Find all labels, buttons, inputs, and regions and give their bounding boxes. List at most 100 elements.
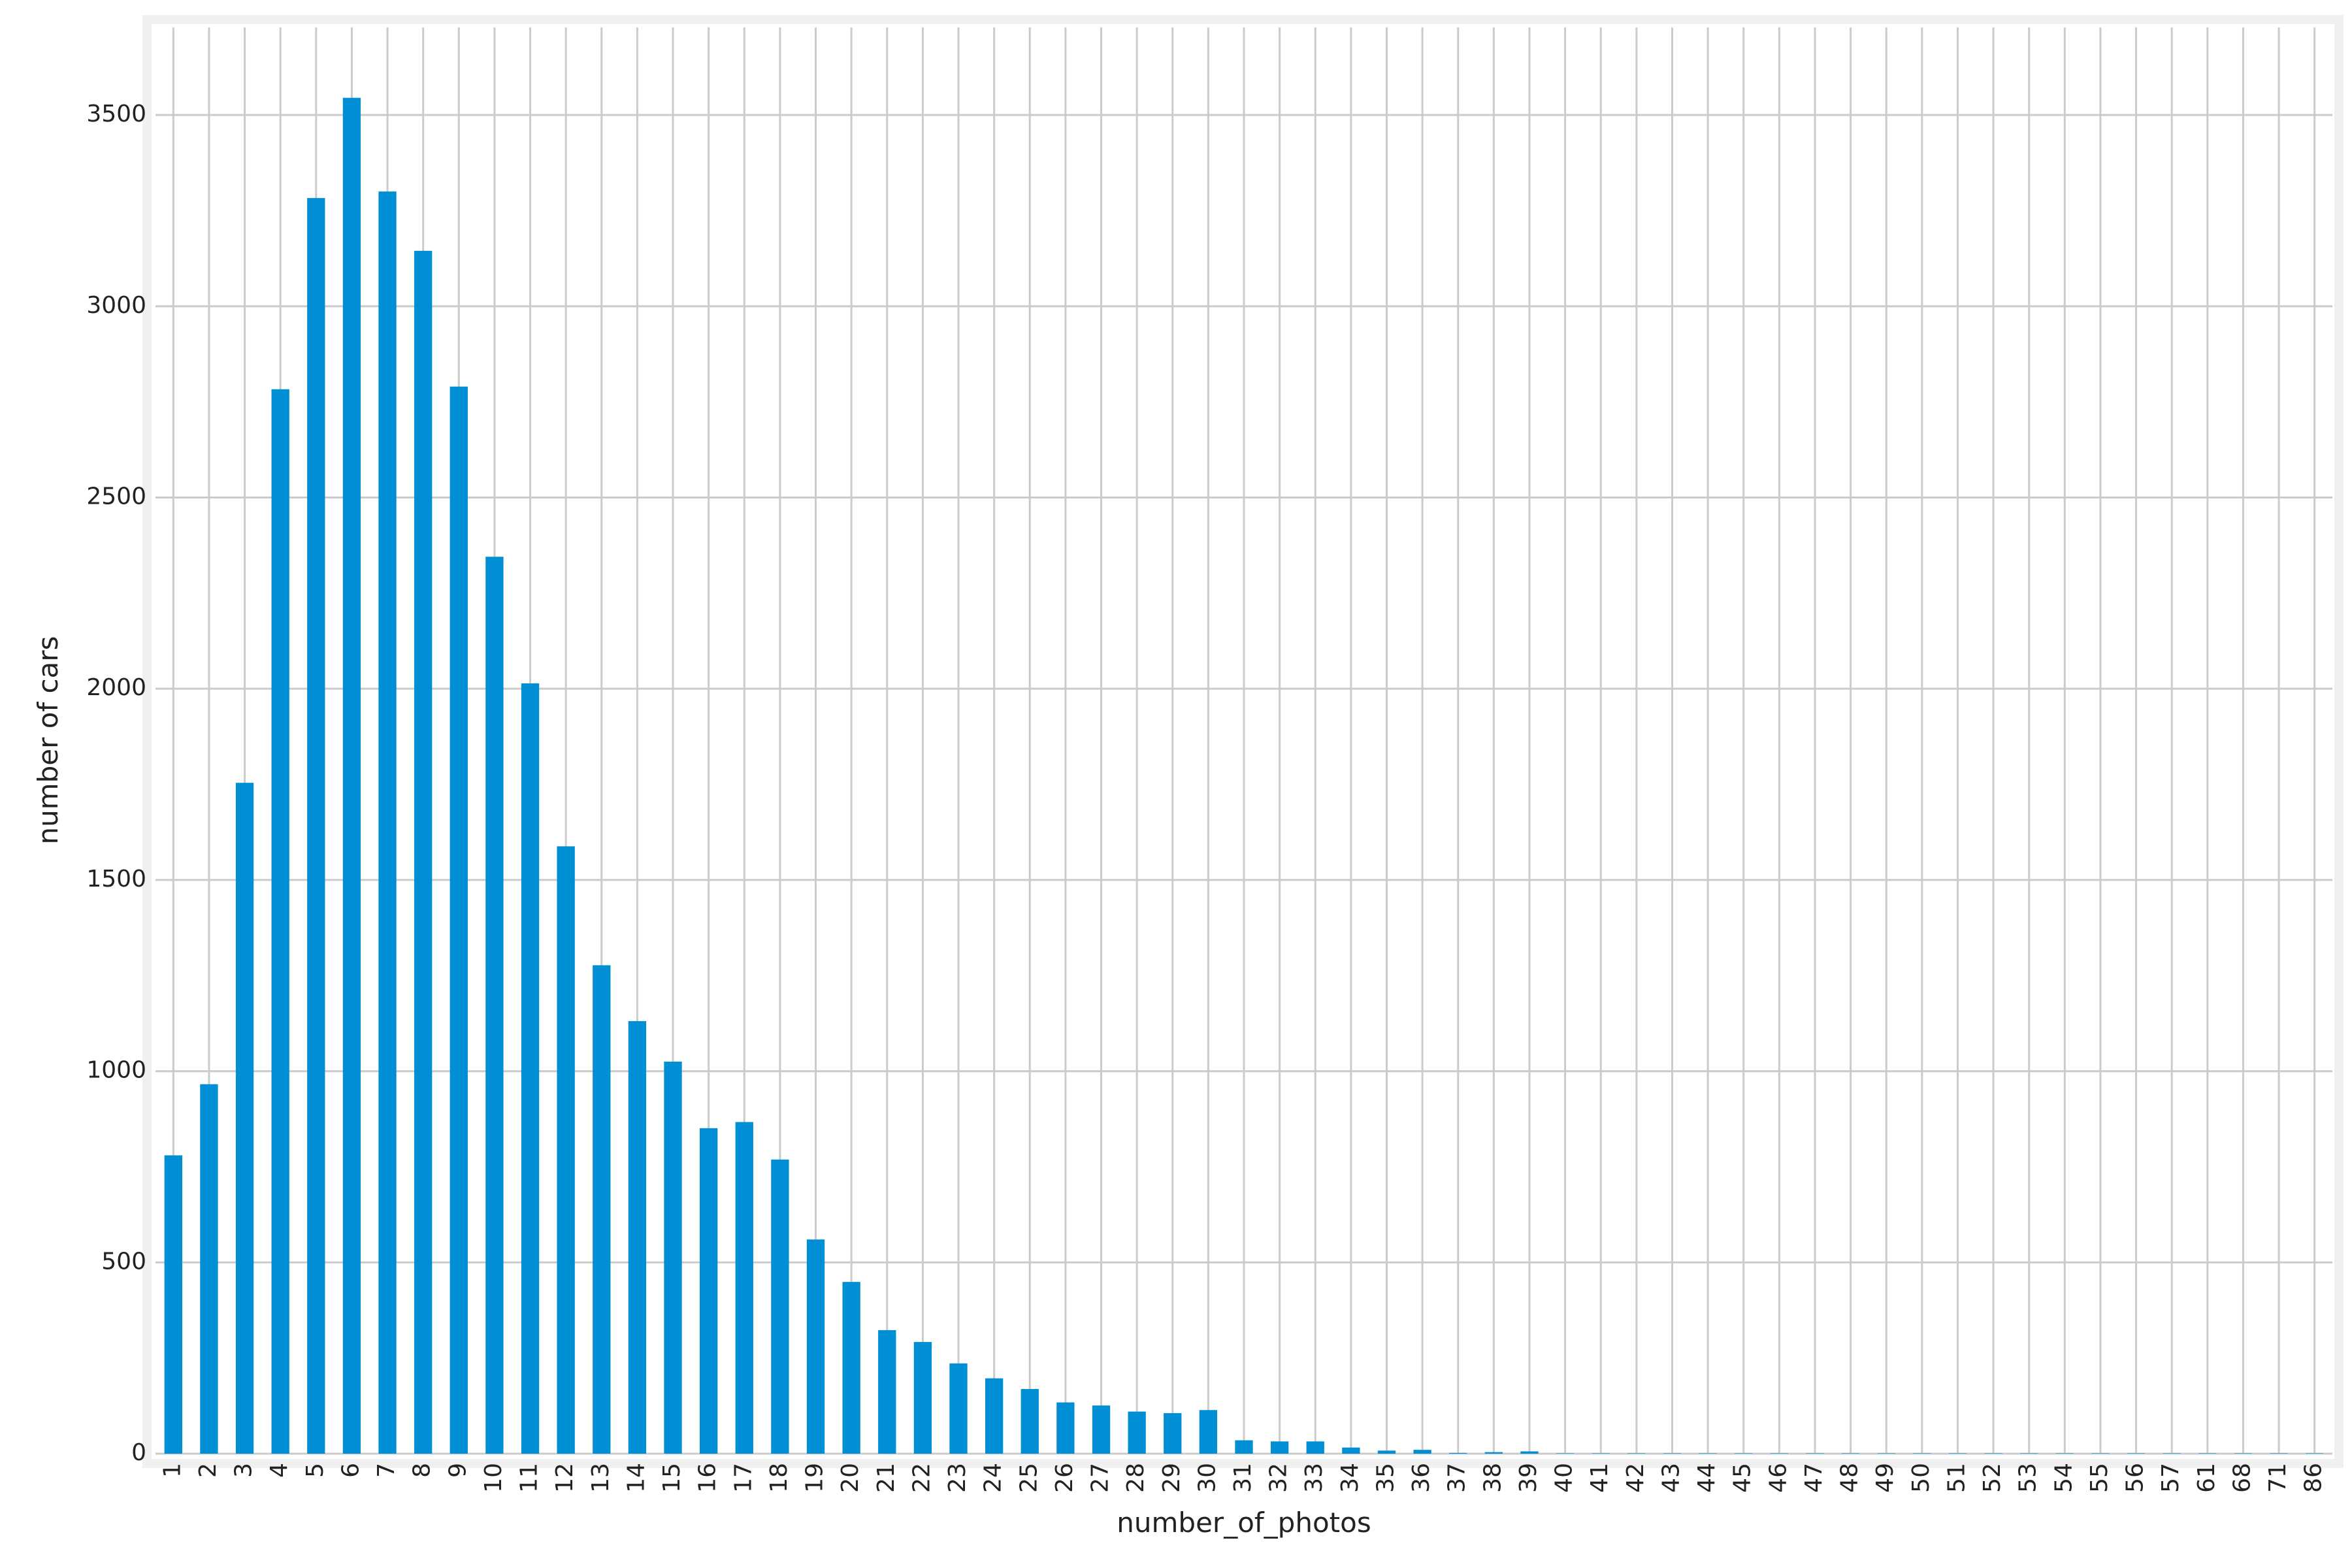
bar: [735, 1122, 753, 1454]
bar: [414, 250, 433, 1454]
x-tick-label: 45: [1729, 1463, 1756, 1493]
bar: [806, 1239, 825, 1454]
x-tick-label: 49: [1872, 1463, 1899, 1493]
x-tick-label: 33: [1301, 1463, 1328, 1493]
x-tick-label: 28: [1122, 1463, 1149, 1493]
x-tick-label: 22: [908, 1463, 935, 1493]
x-tick-label: 26: [1051, 1463, 1078, 1493]
bar: [557, 846, 575, 1454]
bar: [700, 1128, 718, 1454]
bar: [593, 965, 611, 1454]
x-tick-label: 2: [195, 1463, 221, 1478]
bar: [2270, 1453, 2288, 1454]
x-tick-label: 3: [231, 1463, 257, 1478]
x-tick-label: 8: [409, 1463, 436, 1478]
bar: [913, 1342, 932, 1454]
x-tick-label: 37: [1444, 1463, 1471, 1493]
bar: [2127, 1453, 2146, 1454]
x-tick-label: 18: [766, 1463, 792, 1493]
x-tick-label: 46: [1765, 1463, 1791, 1493]
bar: [1092, 1405, 1111, 1454]
bar: [1377, 1450, 1396, 1454]
x-tick-label: 10: [480, 1463, 507, 1493]
x-tick-label: 11: [516, 1463, 543, 1493]
bar: [1699, 1453, 1717, 1454]
bar: [200, 1084, 218, 1454]
x-tick-label: 21: [873, 1463, 900, 1493]
x-tick-label: 43: [1658, 1463, 1684, 1493]
bar: [2020, 1453, 2038, 1454]
x-tick-label: 54: [2050, 1463, 2077, 1493]
y-tick-label: 1500: [86, 866, 146, 892]
bar: [1806, 1453, 1824, 1454]
x-tick-label: 30: [1194, 1463, 1220, 1493]
x-tick-label: 39: [1515, 1463, 1542, 1493]
x-tick-label: 57: [2157, 1463, 2184, 1493]
y-tick-label: 500: [101, 1248, 146, 1275]
bar: [2306, 1453, 2324, 1454]
bar: [1199, 1410, 1218, 1454]
y-tick-label: 2000: [86, 674, 146, 701]
x-tick-label: 53: [2015, 1463, 2042, 1493]
x-tick-label: 47: [1801, 1463, 1827, 1493]
x-tick-label: 6: [337, 1463, 364, 1478]
x-tick-label: 40: [1551, 1463, 1578, 1493]
bar: [2055, 1453, 2074, 1454]
bar: [1449, 1452, 1467, 1454]
x-tick-label: 32: [1266, 1463, 1292, 1493]
x-tick-label: 14: [623, 1463, 649, 1493]
x-tick-label: 15: [659, 1463, 685, 1493]
x-tick-label: 9: [444, 1463, 471, 1478]
bar: [307, 198, 325, 1454]
bar: [2091, 1453, 2110, 1454]
bar: [2198, 1453, 2217, 1454]
bar: [1841, 1453, 1860, 1454]
x-tick-label: 16: [694, 1463, 721, 1493]
y-axis-label: number of cars: [32, 636, 64, 844]
bar: [1235, 1440, 1253, 1454]
bar: [1984, 1453, 2002, 1454]
x-tick-label: 17: [730, 1463, 757, 1493]
x-tick-label: 27: [1087, 1463, 1114, 1493]
bar: [164, 1155, 182, 1454]
x-tick-label: 42: [1622, 1463, 1649, 1493]
bar: [1948, 1453, 1967, 1454]
bar: [1877, 1453, 1895, 1454]
bar: [1735, 1453, 1753, 1454]
bar: [1913, 1453, 1931, 1454]
bar: [2234, 1453, 2253, 1454]
bar: [949, 1363, 968, 1454]
y-tick-label: 3500: [86, 101, 146, 127]
bar: [1520, 1451, 1539, 1454]
x-tick-label: 52: [1979, 1463, 2006, 1493]
x-tick-label: 25: [1015, 1463, 1042, 1493]
x-tick-label: 24: [980, 1463, 1007, 1493]
bar: [1592, 1453, 1610, 1454]
bar: [1056, 1402, 1075, 1454]
y-tick-label: 1000: [86, 1057, 146, 1084]
bar: [235, 783, 254, 1454]
bar: [1128, 1411, 1146, 1454]
x-tick-label: 55: [2086, 1463, 2113, 1493]
y-tick-label: 3000: [86, 292, 146, 319]
x-tick-label: 34: [1337, 1463, 1364, 1493]
x-tick-label: 20: [837, 1463, 864, 1493]
bar: [2163, 1453, 2181, 1454]
x-tick-label: 12: [551, 1463, 578, 1493]
x-tick-label: 13: [587, 1463, 614, 1493]
bar: [271, 389, 289, 1454]
x-tick-label: 23: [944, 1463, 971, 1493]
bar: [1770, 1453, 1788, 1454]
x-tick-label: 51: [1943, 1463, 1970, 1493]
x-tick-label: 5: [302, 1463, 329, 1478]
y-tick-label: 0: [131, 1439, 146, 1466]
bar: [1164, 1413, 1182, 1454]
x-tick-label: 31: [1230, 1463, 1256, 1493]
x-tick-label: 71: [2264, 1463, 2291, 1493]
bar: [1270, 1441, 1289, 1454]
x-tick-label: 56: [2122, 1463, 2149, 1493]
bar: [1021, 1389, 1039, 1454]
x-tick-label: 48: [1837, 1463, 1863, 1493]
x-tick-label: 19: [802, 1463, 828, 1493]
x-tick-label: 86: [2300, 1463, 2327, 1493]
